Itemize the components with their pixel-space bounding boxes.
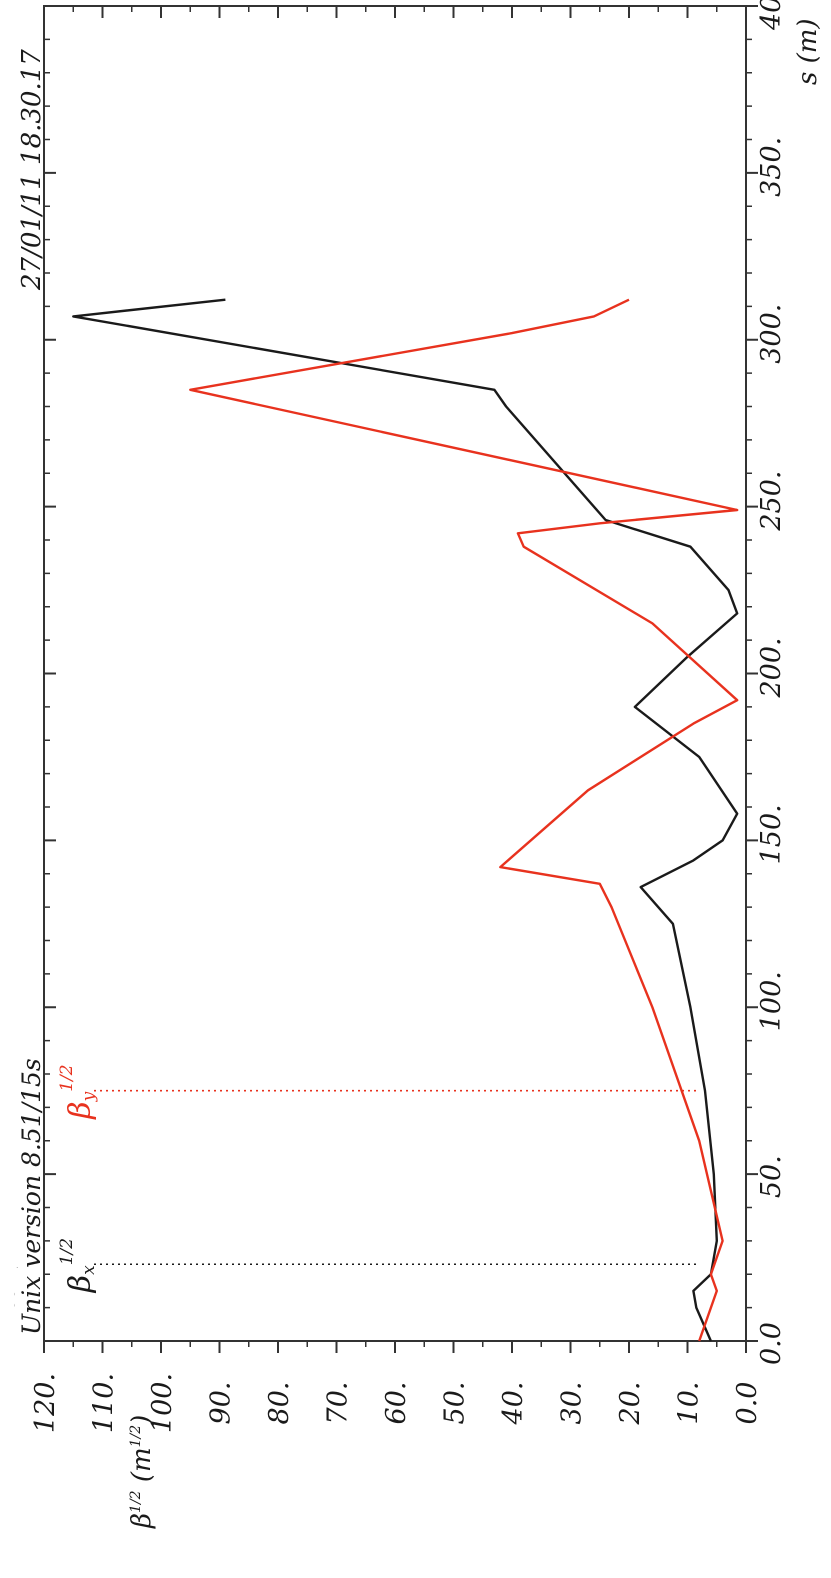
x-tick-label: 0.0: [756, 1322, 787, 1365]
legend-superscript: 1/2: [57, 1238, 77, 1265]
x-tick-label: 200.: [756, 637, 787, 698]
x-tick-label: 400.: [756, 0, 787, 31]
x-tick-label: 100.: [756, 971, 787, 1031]
y-tick-label: 100.: [147, 1373, 178, 1433]
y-tick-label: 40.: [498, 1382, 529, 1426]
timestamp: 27/01/11 18.30.17: [17, 49, 47, 291]
legend-entry-x: βx1/2: [57, 1238, 99, 1293]
x-tick-label: 350.: [756, 137, 787, 197]
y-tick-label: 20.: [615, 1382, 646, 1426]
y-axis-label: β1/2 (m1/2): [127, 1415, 157, 1529]
x-tick-label: 250.: [756, 471, 787, 532]
x-axis: 0.0 50. 100. 150. 200. 250. 300. 350. 400.: [44, 0, 787, 1365]
y-axis-label-beta: β: [127, 1513, 157, 1529]
legend-superscript: 1/2: [57, 1064, 77, 1091]
chart-title: Existing X-line (from MKZ5 to wall) with…: [0, 749, 20, 1346]
y-tick-label: 80.: [264, 1382, 295, 1425]
y-axis: 0.0 10. 20. 30. 40. 50. 60. 70. 80. 90. 100. 110. 12…: [30, 6, 763, 1433]
y-tick-label: 0.0: [732, 1382, 763, 1425]
svg-text:β1/2 (m1/2): β1/2 (m1/2): [127, 1415, 157, 1529]
x-axis-label: s (m): [793, 18, 823, 85]
legend-subscript: x: [79, 1265, 99, 1275]
legend-subscript: y: [79, 1091, 99, 1102]
series-line-beta-x: [72, 298, 739, 1342]
header: Existing X-line (from MKZ5 to wall) with…: [0, 49, 47, 1346]
y-tick-label: 110.: [89, 1373, 120, 1433]
x-tick-label: 300.: [756, 304, 787, 364]
legend-symbol: β: [63, 1275, 98, 1293]
legend-symbol: β: [63, 1101, 98, 1119]
x-tick-label: 50.: [756, 1155, 787, 1198]
legend-entry-y: βy1/2: [57, 1064, 99, 1119]
y-tick-label: 120.: [30, 1373, 61, 1433]
x-tick-label: 150.: [756, 804, 787, 864]
y-tick-label: 90.: [206, 1382, 237, 1425]
series-layer: [72, 298, 739, 1342]
series-line-beta-y: [189, 298, 739, 1342]
y-tick-label: 10.: [674, 1382, 705, 1425]
version-label: Unix version 8.51/15s: [17, 1058, 46, 1335]
y-tick-label: 50.: [440, 1382, 471, 1425]
plot-frame: [43, 5, 747, 1342]
y-tick-label: 30.: [557, 1382, 588, 1425]
y-tick-label: 60.: [381, 1382, 412, 1425]
y-tick-label: 70.: [323, 1382, 354, 1425]
